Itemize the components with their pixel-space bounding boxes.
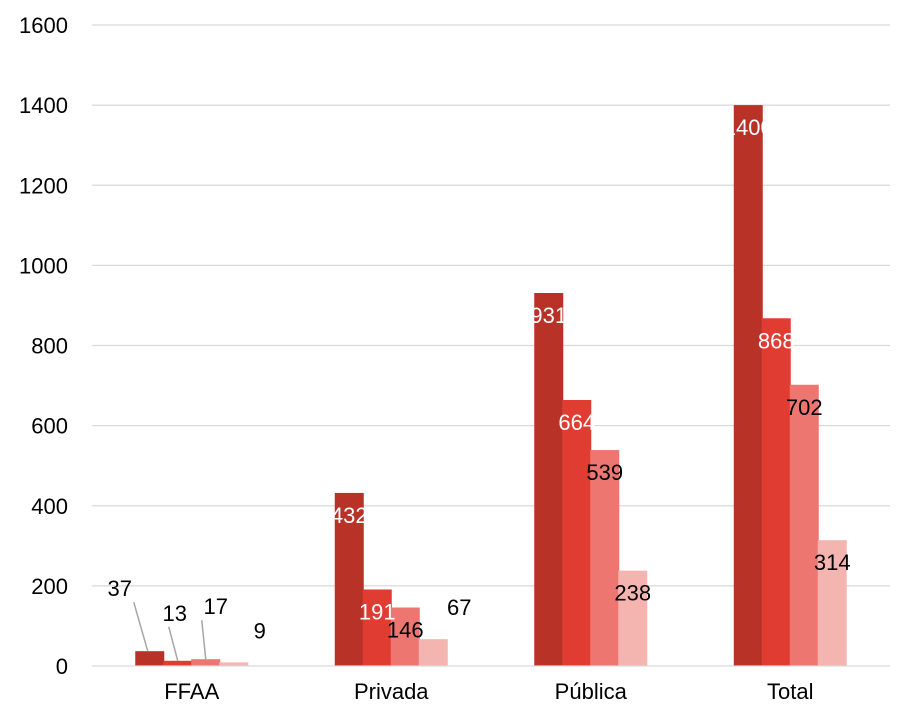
bar xyxy=(534,293,564,666)
bar xyxy=(789,384,819,666)
data-label: 931 xyxy=(530,303,567,328)
bar xyxy=(191,659,221,666)
bar xyxy=(562,399,592,666)
bars xyxy=(135,105,847,666)
data-label: 238 xyxy=(614,581,651,606)
data-label: 539 xyxy=(586,460,623,485)
bar xyxy=(135,651,165,666)
y-tick-label: 0 xyxy=(56,654,68,679)
data-label: 191 xyxy=(359,599,396,624)
y-tick-label: 1400 xyxy=(19,93,68,118)
leader-lines xyxy=(133,601,207,661)
y-tick-label: 1200 xyxy=(19,173,68,198)
gridlines xyxy=(92,24,890,587)
x-tick-label: Total xyxy=(767,679,813,704)
bar xyxy=(733,105,763,666)
data-label: 314 xyxy=(814,550,851,575)
bar xyxy=(590,450,620,666)
x-tick-label: Privada xyxy=(354,679,429,704)
data-label: 13 xyxy=(163,601,187,626)
bar xyxy=(219,662,249,666)
data-label: 432 xyxy=(331,503,368,528)
data-label: 37 xyxy=(108,576,132,601)
y-tick-label: 1000 xyxy=(19,253,68,278)
y-tick-label: 200 xyxy=(31,574,68,599)
data-label: 1400 xyxy=(724,115,773,140)
data-label: 9 xyxy=(254,618,266,643)
data-label: 664 xyxy=(558,410,595,435)
y-tick-label: 600 xyxy=(31,414,68,439)
y-tick-label: 400 xyxy=(31,494,68,519)
bar xyxy=(390,607,420,666)
y-tick-label: 800 xyxy=(31,334,68,359)
leader-line xyxy=(201,620,207,660)
x-axis: FFAA Privada Pública Total xyxy=(92,665,890,704)
data-label: 17 xyxy=(204,594,228,619)
leader-line xyxy=(168,626,179,661)
bar xyxy=(418,639,448,666)
data-label: 67 xyxy=(447,595,471,620)
x-tick-label: Pública xyxy=(555,679,628,704)
data-label: 702 xyxy=(786,395,823,420)
bar xyxy=(618,570,648,666)
x-tick-label: FFAA xyxy=(164,679,219,704)
leader-line xyxy=(133,601,149,652)
y-tick-label: 1600 xyxy=(19,13,68,38)
data-label: 146 xyxy=(387,618,424,643)
bar xyxy=(761,318,791,666)
data-label: 868 xyxy=(758,328,795,353)
y-axis: 0 200 400 600 800 1000 1200 1400 1600 xyxy=(19,13,68,679)
bar xyxy=(362,589,392,666)
bar xyxy=(163,660,193,666)
bar xyxy=(334,492,364,666)
bar xyxy=(817,540,847,666)
